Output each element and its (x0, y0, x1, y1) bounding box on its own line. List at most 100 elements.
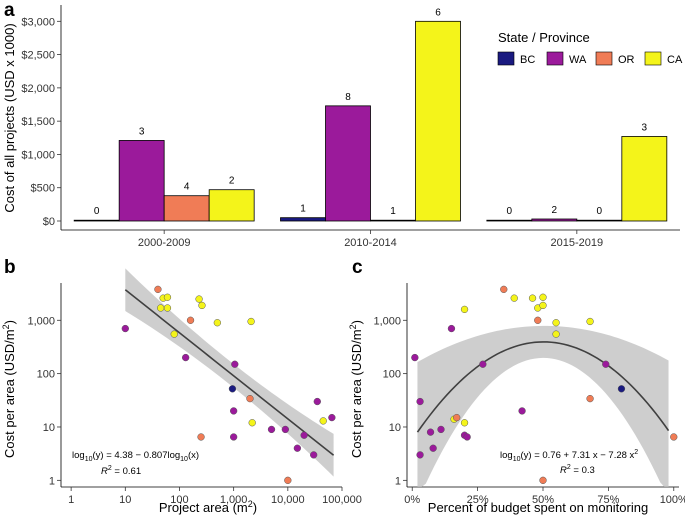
panel-a: a Cost of all projects (USD x 1000) $0 $5… (2, 0, 683, 249)
data-point-wa (267, 425, 276, 434)
panel-c-x-axis-title: Percent of budget spent on monitoring (428, 500, 648, 515)
x-tick-label: 10 (119, 494, 131, 506)
panel-letter-c: c (352, 257, 363, 278)
x-tick-label: 100 (170, 494, 188, 506)
panel-b: b Cost per area (USD/m2) Project area (m… (1, 257, 362, 515)
bar-ca (208, 189, 255, 222)
legend-items: BC WA OR CA (497, 51, 683, 66)
data-point-ca (552, 330, 560, 338)
legend-label-wa: WA (569, 54, 587, 66)
data-point-wa (463, 433, 471, 441)
legend-label-ca: CA (667, 54, 683, 66)
panel-b-x-ticks: 1 10 100 1,000 10,000 100,000 (68, 487, 362, 506)
data-point-or (500, 285, 508, 294)
data-point-or (186, 316, 195, 324)
data-point-ca (195, 295, 203, 303)
data-point-wa (416, 397, 424, 406)
legend-label-or: OR (618, 54, 635, 66)
x-tick-label: 75% (597, 494, 619, 506)
bar-ca (621, 136, 668, 222)
y-tick-label: $2,500 (21, 50, 55, 62)
data-point-wa (328, 413, 336, 422)
data-point-or (539, 476, 547, 484)
bar-count-label: 2 (552, 205, 558, 216)
panel-c-y-ticks: 1 10 100 1,000 (373, 315, 407, 487)
bar-bc (486, 219, 533, 222)
y-tick-label: 100 (37, 369, 55, 381)
x-tick-label: 0% (404, 494, 420, 506)
panel-c-fit-curve (416, 341, 670, 433)
data-point-ca (586, 317, 594, 326)
data-point-wa (231, 360, 239, 368)
x-tick-label: 100,000 (322, 494, 362, 506)
bar-count-label: 6 (435, 7, 441, 18)
data-point-ca (213, 319, 221, 327)
bar-ca (415, 20, 461, 222)
data-point-ca (460, 305, 469, 314)
panel-c-y-axis-title: Cost per area (USD/m2) (348, 320, 364, 458)
data-point-bc (228, 385, 237, 393)
y-tick-label: 10 (43, 422, 55, 434)
data-point-or (284, 476, 292, 484)
bar-count-label: 3 (642, 122, 648, 133)
data-point-or (534, 316, 542, 324)
panel-c-x-ticks: 0% 25% 50% 75% 100% (404, 487, 685, 506)
data-point-ca (248, 419, 256, 427)
bar-count-label: 0 (94, 206, 100, 217)
data-point-ca (539, 293, 547, 301)
data-point-wa (426, 428, 435, 436)
panel-a-y-ticks: $0 $500 $1,000 $1,500 $2,000 $2,500 $3,000 (21, 16, 61, 228)
panel-c-equation: log10(y) = 0.76 + 7.31 x − 7.28 x2 (500, 449, 638, 463)
data-point-ca (198, 301, 206, 310)
data-point-ca (247, 317, 255, 326)
panel-letter-b: b (4, 257, 16, 278)
panel-a-y-axis-title: Cost of all projects (USD x 1000) (2, 23, 17, 212)
legend-swatch-bc (497, 51, 515, 66)
data-point-wa (230, 433, 238, 441)
x-tick-label: 50% (532, 494, 554, 506)
bar-bc (73, 219, 120, 222)
y-tick-label: 1,000 (27, 315, 55, 327)
panel-b-fit-line (124, 289, 335, 456)
panel-c: c Cost per area (USD/m2) Percent of budg… (348, 257, 685, 515)
x-tick-label: 10,000 (271, 494, 305, 506)
y-tick-label: $0 (43, 216, 55, 228)
data-point-wa (310, 451, 318, 459)
legend-swatch-ca (644, 51, 662, 66)
data-point-ca (510, 294, 518, 302)
panel-b-r-squared: R2 = 0.61 (101, 465, 141, 477)
y-tick-label: 1,000 (373, 315, 401, 327)
data-point-or (453, 413, 461, 422)
panel-c-points (411, 285, 678, 484)
data-point-wa (300, 431, 308, 439)
y-tick-label: $3,000 (21, 16, 55, 28)
bar-or (576, 219, 623, 222)
data-point-wa (518, 407, 526, 415)
data-point-ca (170, 330, 178, 338)
data-point-wa (293, 444, 302, 452)
data-point-wa (447, 324, 456, 333)
y-tick-label: $1,500 (21, 116, 55, 128)
panel-a-x-ticks: 2000-2009 2010-2014 2015-2019 (138, 230, 603, 249)
panel-letter-a: a (4, 0, 15, 21)
bar-count-label: 1 (390, 206, 396, 217)
bar-count-label: 8 (345, 92, 351, 103)
data-point-bc (617, 385, 626, 393)
panel-a-bars: 0 3 4 2 1 8 1 6 0 2 0 3 (73, 7, 668, 222)
data-point-or (670, 433, 678, 441)
bar-count-label: 0 (507, 206, 513, 217)
bar-or (370, 219, 416, 222)
y-tick-label: 100 (383, 369, 401, 381)
data-point-wa (121, 324, 129, 333)
x-tick-label: 100% (660, 494, 685, 506)
data-point-wa (411, 353, 419, 362)
panel-c-r-squared: R2 = 0.3 (560, 464, 595, 476)
data-point-ca (552, 319, 560, 327)
data-point-ca (528, 294, 537, 302)
data-point-or (154, 285, 162, 294)
panel-b-equation: log10(y) = 4.38 − 0.807log10(x) (72, 450, 199, 463)
data-point-ca (460, 419, 469, 427)
panel-c-confidence-band (417, 325, 669, 487)
bar-count-label: 4 (184, 182, 190, 193)
